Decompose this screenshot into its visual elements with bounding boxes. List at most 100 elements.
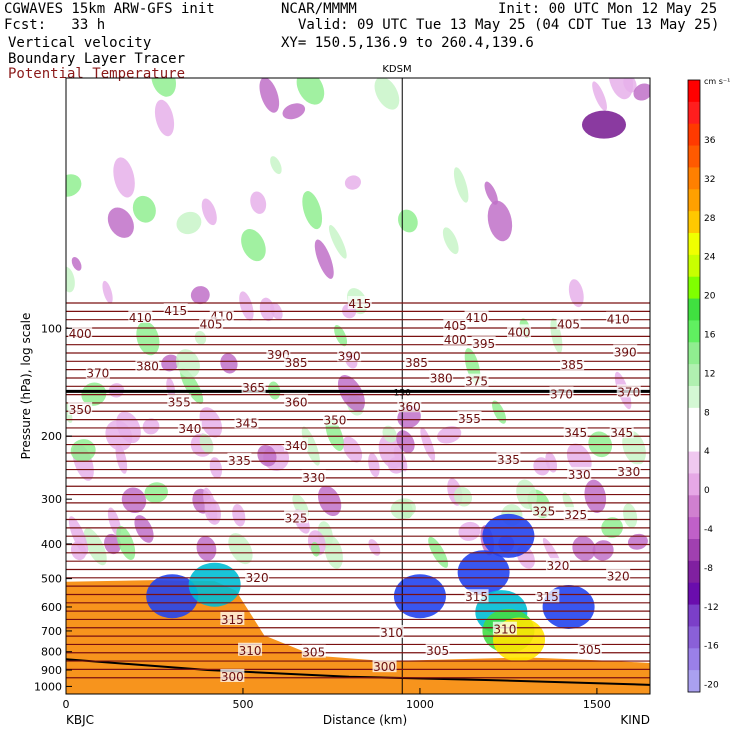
convective-plume — [146, 574, 199, 619]
velocity-cell — [623, 78, 637, 93]
y-tick-label: 900 — [41, 664, 62, 677]
theta-label-bg — [560, 357, 585, 371]
velocity-cell — [368, 453, 380, 478]
velocity-cell — [442, 227, 459, 255]
velocity-cell — [592, 540, 614, 561]
velocity-cell — [374, 78, 400, 110]
theta-label-bg — [301, 644, 326, 658]
velocity-cell — [201, 198, 217, 226]
colorbar-swatch — [688, 211, 700, 234]
theta-label-bg — [177, 421, 202, 435]
theta-label: 405 — [557, 318, 580, 332]
theta-label-bg — [531, 503, 556, 517]
theta-label-bg — [372, 659, 397, 673]
velocity-cell — [116, 525, 136, 560]
theta-label: 305 — [578, 643, 601, 657]
y-tick-label: 400 — [41, 538, 62, 551]
theta-label: 320 — [547, 559, 570, 573]
velocity-cell — [453, 486, 473, 507]
theta-label-bg — [284, 354, 309, 368]
theta-label: 335 — [228, 454, 251, 468]
theta-label: 340 — [178, 422, 201, 436]
theta-label: 305 — [302, 646, 325, 660]
x-axis-label: Distance (km) — [323, 713, 407, 727]
velocity-cell — [437, 426, 462, 444]
theta-label-bg — [567, 466, 592, 480]
theta-label-bg — [457, 410, 482, 424]
theta-label-bg — [227, 452, 252, 466]
x-tick-label: 0 — [63, 698, 70, 711]
velocity-cell — [302, 191, 323, 230]
velocity-cell — [390, 498, 416, 520]
theta-label-bg — [429, 370, 454, 384]
velocity-cell — [325, 418, 344, 451]
theta-label: 360 — [398, 400, 421, 414]
velocity-cell — [259, 78, 280, 113]
theta-label: 300 — [373, 660, 396, 674]
colorbar-label: 20 — [704, 292, 716, 302]
theta-label-bg — [535, 589, 560, 603]
x-tick-label: 1500 — [583, 698, 611, 711]
theta-label-bg — [556, 316, 581, 330]
velocity-cell — [382, 425, 397, 443]
x-tick-label: 500 — [232, 698, 253, 711]
left-station-label: KBJC — [66, 713, 94, 727]
theta-label: 330 — [302, 471, 325, 485]
colorbar-swatch — [688, 101, 700, 125]
field-boundary-layer-tracer: Boundary Layer Tracer — [8, 51, 186, 67]
theta-label-bg — [616, 463, 641, 477]
velocity-cell — [132, 195, 156, 223]
colorbar-label: 8 — [704, 408, 710, 418]
theta-label-bg — [613, 344, 638, 358]
colorbar-swatch — [688, 582, 700, 606]
colorbar-frame — [687, 79, 701, 693]
theta-label-bg — [245, 570, 270, 584]
velocity-cell — [68, 516, 89, 555]
theta-label-bg — [397, 399, 422, 413]
theta-label: 305 — [426, 644, 449, 658]
velocity-cell — [175, 349, 200, 378]
theta-label: 320 — [246, 571, 269, 585]
x-tick-label: 1000 — [406, 698, 434, 711]
theta-label: 375 — [465, 375, 488, 389]
colorbar-label: -12 — [704, 603, 719, 613]
velocity-cell — [581, 110, 626, 139]
velocity-cell — [107, 207, 134, 238]
colorbar-swatch — [688, 539, 700, 562]
theta-label: 410 — [465, 311, 488, 325]
theta-label-bg — [284, 510, 309, 524]
forecast-hour: Fcst: 33 h — [4, 17, 106, 33]
colorbar-label: 32 — [704, 175, 715, 185]
velocity-cell — [203, 487, 218, 523]
theta-label-bg — [220, 668, 245, 682]
theta-label: 310 — [380, 626, 403, 640]
velocity-cell — [241, 229, 266, 262]
velocity-cell — [190, 286, 210, 305]
velocity-cell — [136, 321, 160, 356]
colorbar-swatch — [688, 670, 700, 693]
theta-label-bg — [379, 625, 404, 639]
colorbar-swatch — [688, 80, 700, 103]
theta-label-bg — [464, 589, 489, 603]
theta-label-bg — [443, 331, 468, 345]
colorbar-swatch — [688, 276, 700, 300]
theta-label: 350 — [324, 414, 347, 428]
theta-label: 390 — [614, 345, 637, 359]
velocity-cell — [344, 175, 361, 190]
y-tick-label: 300 — [41, 493, 62, 506]
theta-label: 315 — [465, 590, 488, 604]
model-title: CGWAVES 15km ARW-GFS init — [4, 1, 215, 17]
theta-label: 330 — [617, 465, 640, 479]
theta-label: 315 — [536, 590, 559, 604]
colorbar-unit: cm s⁻¹ — [704, 77, 730, 86]
colorbar-swatch — [688, 320, 700, 343]
velocity-cell — [627, 533, 648, 550]
colorbar-swatch — [688, 407, 700, 431]
velocity-cell — [318, 485, 342, 517]
y-tick-label: 800 — [41, 646, 62, 659]
theta-label-bg — [337, 348, 362, 362]
theta-label-bg — [563, 425, 588, 439]
theta-label: 410 — [607, 313, 630, 327]
velocity-cell — [115, 443, 128, 474]
